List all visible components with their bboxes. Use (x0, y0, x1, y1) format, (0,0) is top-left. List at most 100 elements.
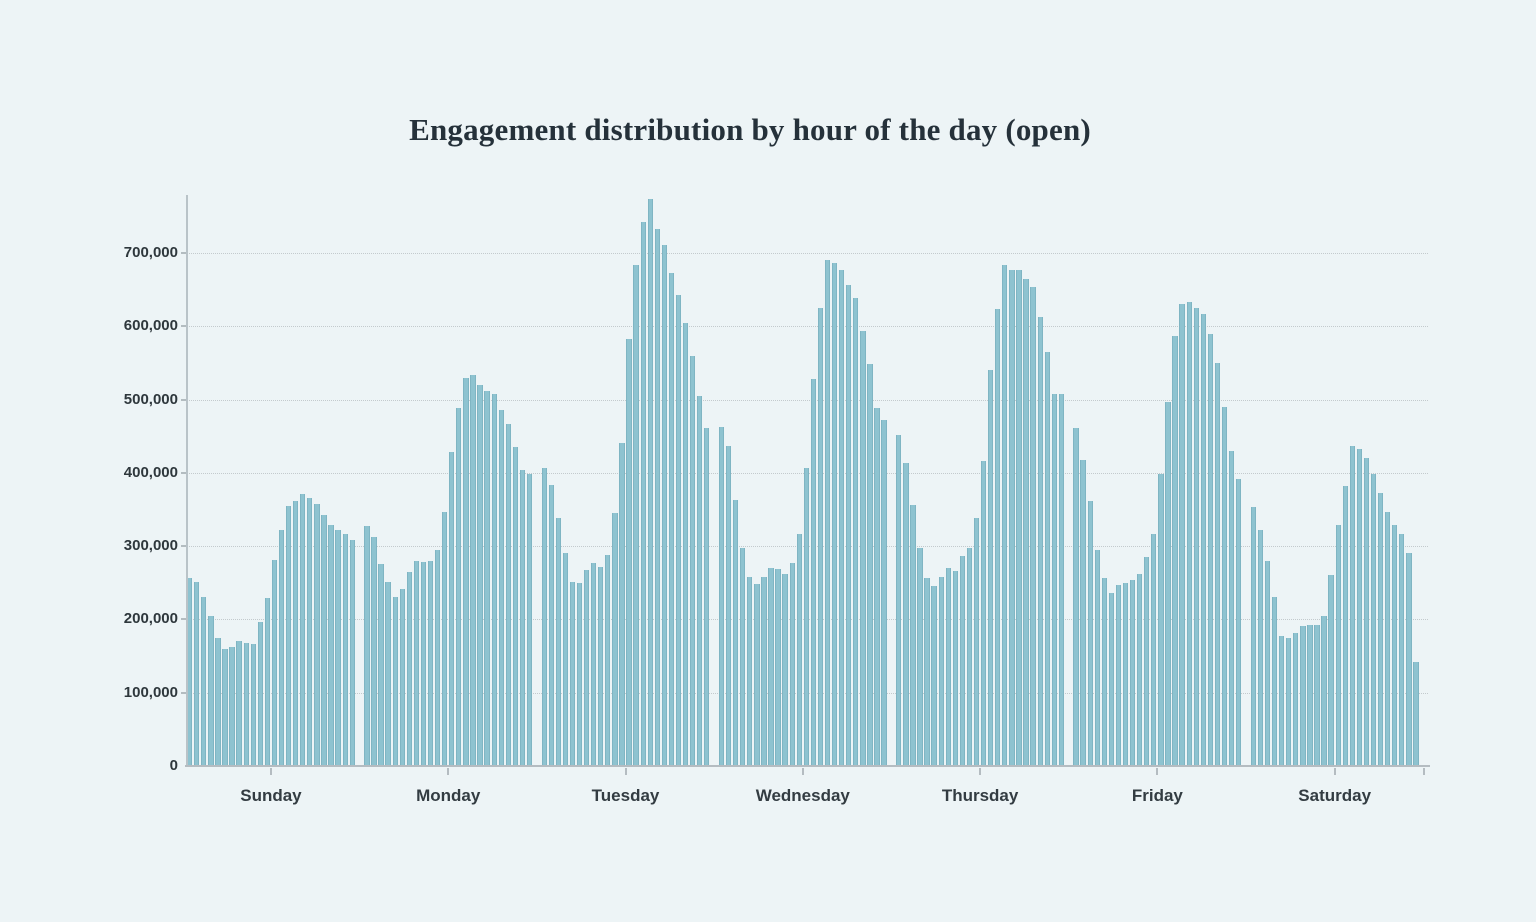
bar-monday-hour-19 (498, 409, 504, 766)
bar-wednesday-hour-0 (718, 427, 725, 766)
bar-friday-hour-14 (1172, 336, 1178, 766)
x-axis-tick (801, 768, 804, 775)
bar-saturday-hour-0 (1250, 506, 1256, 766)
bar-saturday-hour-10 (1321, 615, 1327, 766)
bar-friday-hour-8 (1129, 579, 1136, 766)
bar-sunday-hour-10 (257, 622, 263, 766)
bar-tuesday-hour-21 (690, 355, 696, 766)
x-axis-end-tick (1423, 768, 1425, 775)
bar-wednesday-hour-20 (860, 331, 866, 766)
bar-friday-hour-17 (1193, 307, 1199, 766)
bar-tuesday-hour-22 (697, 395, 703, 766)
bar-tuesday-hour-3 (562, 553, 569, 766)
bar-sunday-hour-9 (250, 644, 256, 766)
bar-thursday-hour-21 (1044, 351, 1050, 766)
y-axis-tick (181, 398, 187, 401)
bar-tuesday-hour-19 (675, 294, 682, 766)
x-axis-day-label: Wednesday (755, 786, 850, 805)
y-axis-tick (181, 471, 187, 474)
bar-saturday-hour-4 (1278, 635, 1285, 766)
bar-saturday-hour-13 (1342, 485, 1348, 766)
bar-saturday-hour-9 (1314, 625, 1320, 766)
bar-tuesday-hour-4 (569, 582, 576, 766)
bar-friday-hour-2 (1087, 500, 1093, 766)
bar-thursday-hour-10 (966, 548, 973, 766)
bar-saturday-hour-6 (1293, 632, 1299, 766)
bar-thursday-hour-11 (973, 518, 980, 766)
bar-thursday-hour-12 (980, 461, 987, 766)
bar-sunday-hour-18 (314, 504, 320, 766)
bar-tuesday-hour-7 (591, 562, 597, 766)
bar-tuesday-hour-0 (541, 468, 547, 766)
bar-thursday-hour-23 (1058, 394, 1065, 766)
bar-saturday-hour-22 (1406, 553, 1412, 766)
bar-wednesday-hour-16 (831, 263, 838, 766)
bar-thursday-hour-13 (988, 370, 994, 766)
bar-monday-hour-15 (470, 375, 476, 766)
bar-tuesday-hour-5 (576, 583, 583, 766)
bar-friday-hour-20 (1214, 362, 1221, 766)
y-axis-tick-label: 300,000 (123, 537, 178, 555)
bar-wednesday-hour-17 (839, 269, 845, 766)
bar-wednesday-hour-13 (810, 378, 817, 766)
bar-sunday-hour-19 (321, 515, 327, 766)
y-axis-tick-label: 500,000 (123, 390, 178, 408)
bar-friday-hour-19 (1207, 334, 1214, 766)
bar-tuesday-hour-16 (654, 228, 660, 766)
y-axis-tick-label: 200,000 (123, 610, 178, 628)
bar-wednesday-hour-4 (747, 576, 753, 766)
bar-wednesday-hour-12 (803, 467, 809, 766)
bar-sunday-hour-20 (328, 524, 334, 766)
bar-thursday-hour-15 (1002, 264, 1008, 766)
bar-monday-hour-0 (364, 525, 370, 766)
y-gridline (187, 326, 1428, 328)
y-axis-tick (181, 691, 187, 694)
bar-saturday-hour-3 (1271, 596, 1278, 766)
bar-sunday-hour-1 (194, 582, 200, 766)
bar-sunday-hour-22 (342, 534, 348, 766)
y-axis-tick-label: 100,000 (123, 683, 178, 701)
y-axis-tick (181, 251, 187, 254)
bar-saturday-hour-16 (1363, 458, 1370, 766)
x-axis-day-label: Sunday (240, 786, 302, 805)
bar-sunday-hour-13 (278, 529, 285, 766)
bar-thursday-hour-20 (1037, 316, 1043, 766)
bar-saturday-hour-23 (1413, 661, 1419, 766)
bar-wednesday-hour-2 (732, 499, 739, 766)
bar-thursday-hour-3 (917, 547, 923, 766)
bar-sunday-hour-5 (222, 649, 228, 766)
bar-sunday-hour-4 (215, 638, 221, 766)
bar-wednesday-hour-22 (874, 407, 880, 766)
bar-sunday-hour-21 (335, 529, 341, 766)
bar-wednesday-hour-15 (824, 260, 831, 766)
bar-monday-hour-17 (484, 390, 490, 766)
bar-monday-hour-2 (378, 563, 384, 766)
bar-tuesday-hour-9 (605, 554, 611, 766)
bar-friday-hour-21 (1221, 406, 1228, 766)
bar-sunday-hour-23 (349, 540, 355, 766)
bar-wednesday-hour-9 (782, 573, 788, 766)
bar-monday-hour-13 (456, 408, 462, 766)
bar-wednesday-hour-3 (740, 547, 746, 766)
bar-monday-hour-16 (477, 384, 483, 766)
bar-tuesday-hour-11 (619, 443, 625, 766)
bar-sunday-hour-6 (229, 646, 235, 766)
bar-friday-hour-13 (1165, 402, 1171, 766)
bar-friday-hour-11 (1151, 534, 1157, 766)
bar-sunday-hour-2 (201, 597, 207, 766)
x-axis-day-label: Saturday (1298, 786, 1372, 805)
bar-thursday-hour-5 (931, 586, 937, 766)
bar-saturday-hour-12 (1335, 524, 1341, 766)
bar-friday-hour-18 (1200, 314, 1206, 766)
bar-saturday-hour-20 (1392, 524, 1398, 766)
bar-sunday-hour-17 (307, 498, 313, 766)
x-axis-tick (1156, 768, 1159, 775)
bar-friday-hour-15 (1179, 304, 1185, 766)
bar-wednesday-hour-11 (796, 533, 802, 766)
y-axis-tick-label: 0 (169, 757, 178, 774)
bar-wednesday-hour-1 (725, 445, 732, 766)
bar-wednesday-hour-7 (768, 568, 774, 766)
bar-wednesday-hour-10 (789, 562, 795, 766)
chart-title: Engagement distribution by hour of the d… (409, 112, 1091, 147)
bar-thursday-hour-22 (1051, 394, 1057, 766)
